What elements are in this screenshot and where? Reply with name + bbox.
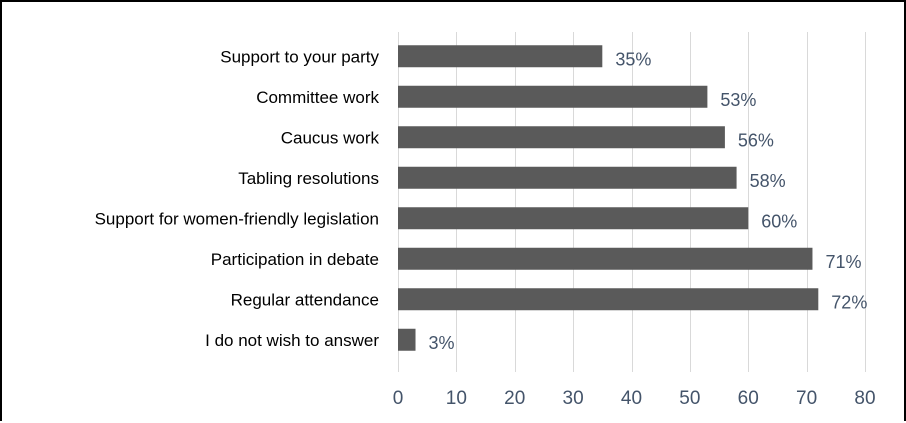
data-label: 58% xyxy=(750,171,786,191)
x-tick-label: 80 xyxy=(854,388,875,409)
x-tick-label: 0 xyxy=(393,388,404,409)
data-label: 3% xyxy=(429,333,455,353)
data-label: 35% xyxy=(615,49,651,69)
x-tick-label: 10 xyxy=(446,388,467,409)
category-label: Tabling resolutions xyxy=(238,169,379,188)
data-label: 60% xyxy=(761,211,797,231)
x-tick-label: 70 xyxy=(796,388,817,409)
x-tick-label: 20 xyxy=(504,388,525,409)
bars xyxy=(398,45,819,351)
gridlines xyxy=(398,32,866,372)
bar xyxy=(398,126,725,149)
bar xyxy=(398,288,819,311)
bar xyxy=(398,166,737,189)
category-label: Caucus work xyxy=(281,128,380,147)
data-label: 72% xyxy=(831,292,867,312)
x-tick-labels: 0 10 20 30 40 50 60 70 80 xyxy=(393,388,876,409)
category-label: Support to your party xyxy=(220,47,379,66)
x-tick-label: 30 xyxy=(563,388,584,409)
x-tick-label: 40 xyxy=(621,388,642,409)
data-label: 56% xyxy=(738,130,774,150)
category-label: Support for women-friendly legislation xyxy=(95,209,379,228)
category-label: Participation in debate xyxy=(211,250,379,269)
x-tick-label: 60 xyxy=(738,388,759,409)
bar xyxy=(398,207,749,230)
data-labels: 35% 53% 56% 58% 60% 71% 72% 3% xyxy=(429,49,868,353)
bar xyxy=(398,328,416,351)
x-tick-label: 50 xyxy=(679,388,700,409)
bar xyxy=(398,45,603,68)
category-label: Regular attendance xyxy=(231,290,379,309)
category-label: Committee work xyxy=(256,88,379,107)
data-label: 71% xyxy=(825,252,861,272)
category-labels: Support to your party Committee work Caucu… xyxy=(95,47,380,350)
data-label: 53% xyxy=(720,90,756,110)
bar xyxy=(398,85,708,108)
category-label: I do not wish to answer xyxy=(205,331,379,350)
bar xyxy=(398,247,813,270)
